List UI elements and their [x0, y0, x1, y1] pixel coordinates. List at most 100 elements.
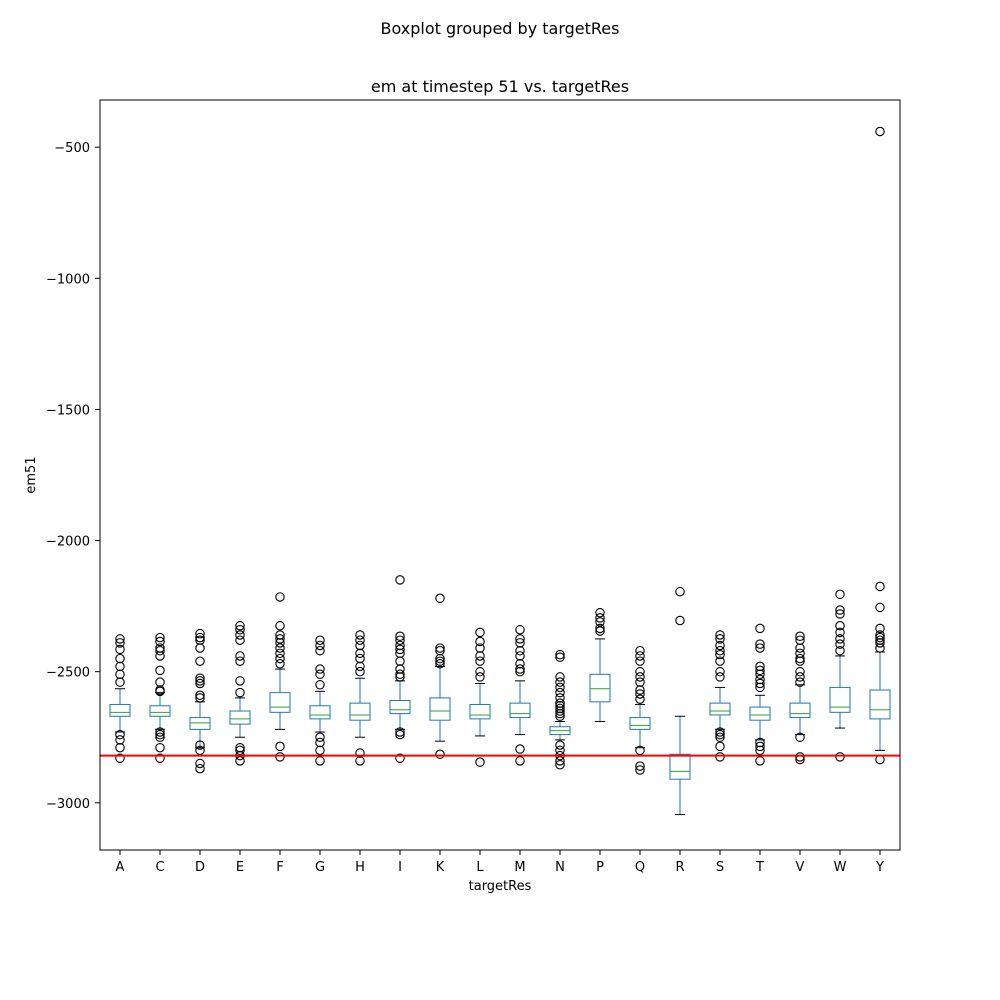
outlier-point [275, 592, 285, 602]
box-group-P [589, 607, 611, 723]
box-group-D [189, 628, 211, 774]
outlier-point [195, 690, 205, 701]
outlier-point [235, 756, 245, 766]
outlier-point [115, 742, 125, 753]
outlier-point [715, 752, 725, 762]
outlier-point [475, 666, 485, 677]
iqr-box [469, 703, 491, 720]
outlier-point [155, 742, 165, 753]
outlier-point [395, 656, 405, 666]
box-group-H [349, 630, 371, 766]
outlier-point [235, 745, 245, 756]
outlier-point [315, 635, 325, 645]
outlier-point [835, 752, 845, 762]
outlier-point [115, 735, 125, 745]
iqr-box [109, 703, 131, 717]
outlier-point [315, 745, 325, 756]
outlier-point [635, 685, 645, 695]
outlier-point [315, 737, 325, 748]
outlier-point [795, 643, 805, 653]
outlier-point [235, 687, 245, 698]
outlier-point [755, 623, 765, 634]
outlier-point [395, 729, 405, 740]
box-group-K [429, 593, 451, 760]
box-group-T [749, 623, 771, 766]
axes-frame [99, 99, 901, 851]
outlier-point [795, 677, 805, 687]
outlier-point [555, 687, 565, 698]
outlier-point [355, 653, 365, 664]
outlier-point [435, 749, 445, 760]
outlier-point [315, 664, 325, 674]
outlier-point [635, 745, 645, 756]
outlier-point [715, 645, 725, 656]
outlier-point [635, 651, 645, 661]
x-tick-label: W [834, 860, 847, 875]
outlier-point [275, 648, 285, 659]
outlier-point [395, 727, 405, 737]
outlier-point [835, 634, 845, 644]
outlier-point [835, 645, 845, 656]
outlier-point [195, 673, 205, 683]
iqr-box [509, 702, 531, 719]
box-group-A [109, 634, 131, 763]
outlier-point [315, 732, 325, 742]
outlier-point [795, 666, 805, 677]
outlier-point [155, 727, 165, 737]
outlier-point [275, 752, 285, 762]
x-tick-label: R [675, 860, 684, 875]
x-tick-label: E [236, 860, 244, 875]
x-tick-label: T [755, 860, 764, 875]
y-tick-label: −1500 [46, 403, 90, 418]
outlier-point [715, 741, 725, 752]
outlier-point [275, 621, 285, 631]
outlier-point [275, 653, 285, 664]
outlier-point [475, 627, 485, 638]
outlier-point [235, 676, 245, 686]
iqr-box [589, 673, 611, 703]
iqr-box [389, 700, 411, 715]
outlier-point [875, 581, 885, 592]
outlier-point [155, 732, 165, 742]
outlier-point [635, 689, 645, 699]
outlier-point [555, 745, 565, 756]
outlier-point [355, 756, 365, 766]
x-tick-label: N [555, 860, 565, 875]
outlier-point [115, 677, 125, 687]
outlier-point [115, 753, 125, 763]
outlier-point [235, 624, 245, 635]
outlier-point [515, 645, 525, 656]
x-tick-label: A [116, 860, 125, 875]
box-group-W [829, 589, 851, 762]
outlier-point [515, 756, 525, 766]
outlier-point [875, 602, 885, 613]
outlier-point [875, 643, 885, 653]
outlier-point [555, 711, 565, 722]
outlier-point [675, 615, 685, 626]
outlier-point [555, 652, 565, 663]
outlier-point [755, 643, 765, 653]
x-tick-label: L [476, 860, 484, 875]
outlier-point [475, 636, 485, 647]
outlier-point [195, 678, 205, 689]
outlier-point [475, 643, 485, 653]
outlier-point [835, 639, 845, 649]
outlier-point [635, 765, 645, 775]
outlier-point [675, 586, 685, 597]
iqr-box [309, 705, 331, 720]
box-group-I [389, 575, 411, 763]
outlier-point [875, 638, 885, 648]
outlier-point [195, 676, 205, 686]
outlier-point [715, 732, 725, 742]
outlier-point [755, 639, 765, 649]
outlier-point [235, 656, 245, 666]
outlier-point [755, 745, 765, 756]
outlier-point [515, 634, 525, 644]
outlier-point [555, 649, 565, 660]
box-group-Y [869, 126, 891, 765]
outlier-point [115, 669, 125, 680]
outlier-point [195, 628, 205, 639]
outlier-point [715, 630, 725, 640]
outlier-point [555, 706, 565, 716]
outlier-point [155, 729, 165, 740]
